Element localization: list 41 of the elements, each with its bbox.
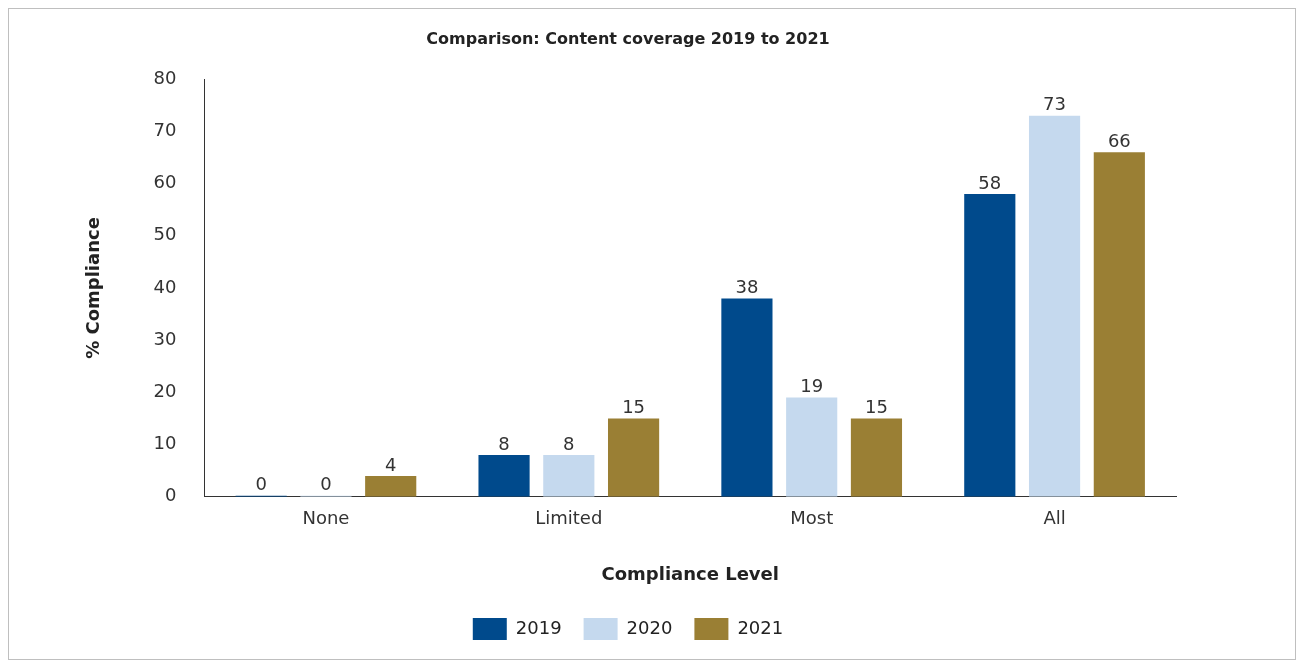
data-label: 58 xyxy=(978,171,1002,193)
x-tick-label: Most xyxy=(790,507,834,529)
bar xyxy=(543,455,595,497)
legend-label: 2021 xyxy=(737,616,784,638)
data-label: 0 xyxy=(320,473,332,495)
bar xyxy=(1093,152,1145,497)
bar xyxy=(964,194,1016,497)
y-tick-label: 0 xyxy=(165,484,177,506)
data-label: 8 xyxy=(563,432,575,454)
data-label: 66 xyxy=(1107,129,1131,151)
y-tick-label: 10 xyxy=(153,432,177,454)
x-tick-label: None xyxy=(302,507,350,529)
y-tick-label: 20 xyxy=(153,380,177,402)
bar xyxy=(608,418,660,497)
bar xyxy=(850,418,903,497)
chart-title: Comparison: Content coverage 2019 to 2021 xyxy=(426,28,830,48)
data-label: 8 xyxy=(498,432,510,454)
bar xyxy=(1028,115,1081,497)
x-tick-label: Limited xyxy=(535,507,603,529)
data-label: 38 xyxy=(735,276,759,298)
data-label: 0 xyxy=(255,473,267,495)
x-tick-label: All xyxy=(1043,507,1066,529)
y-tick-label: 70 xyxy=(153,119,177,141)
y-tick-label: 40 xyxy=(153,275,177,297)
legend-label: 2019 xyxy=(515,616,562,638)
x-axis-title: Compliance Level xyxy=(601,562,779,584)
bar xyxy=(786,397,838,497)
data-label: 73 xyxy=(1043,93,1067,115)
bar xyxy=(478,455,530,497)
y-tick-label: 30 xyxy=(153,327,177,349)
y-tick-label: 80 xyxy=(153,66,177,88)
y-axis-title: % Compliance xyxy=(82,217,104,359)
y-tick-label: 50 xyxy=(153,223,177,245)
data-label: 15 xyxy=(865,396,888,418)
data-label: 4 xyxy=(384,453,397,475)
legend-label: 2020 xyxy=(626,616,673,638)
bar xyxy=(365,475,417,497)
bar xyxy=(721,298,773,497)
data-label: 19 xyxy=(800,375,824,397)
y-tick-label: 60 xyxy=(153,171,177,193)
data-label: 15 xyxy=(622,396,646,418)
